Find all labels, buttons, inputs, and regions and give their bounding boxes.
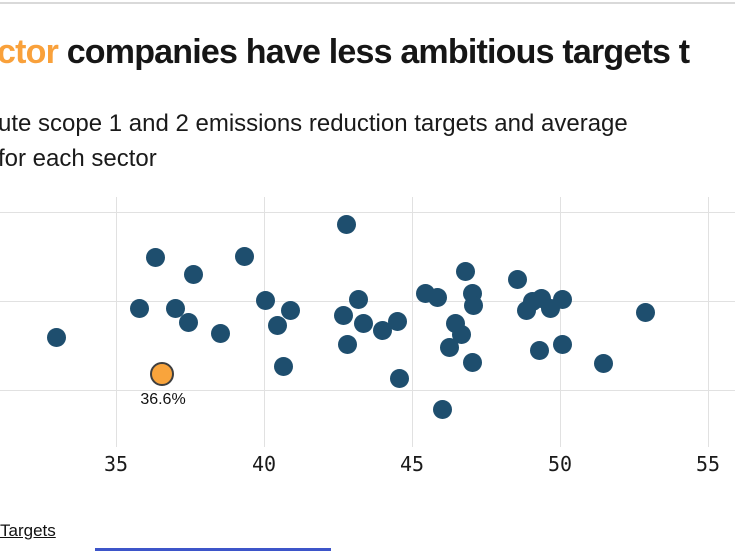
x-tick-label: 55 — [695, 452, 721, 476]
scatter-point — [389, 368, 409, 388]
gridline-vertical — [708, 197, 709, 447]
scatter-point — [280, 300, 300, 320]
gridline-horizontal — [0, 390, 735, 391]
scatter-point — [463, 295, 483, 315]
scatter-point — [387, 311, 407, 331]
scatter-point — [439, 337, 459, 357]
bottom-bar — [95, 548, 331, 551]
scatter-point — [165, 298, 185, 318]
scatter-point — [552, 334, 572, 354]
x-tick-label: 35 — [103, 452, 129, 476]
chart-title-rest: companies have less ambitious targets t — [58, 32, 690, 71]
scatter-point — [255, 290, 275, 310]
scatter-point — [552, 289, 572, 309]
scatter-point — [529, 340, 549, 360]
highlight-label: 36.6% — [140, 391, 186, 408]
scatter-point — [333, 305, 353, 325]
scatter-point — [145, 247, 165, 267]
scatter-point — [234, 246, 254, 266]
chart-title-highlight: ctor — [0, 32, 59, 71]
scatter-point — [353, 313, 373, 333]
scatter-point — [129, 298, 149, 318]
gridline-horizontal — [0, 212, 735, 213]
gridline-vertical — [560, 197, 561, 447]
scatter-point — [462, 352, 482, 372]
scatter-point — [337, 334, 357, 354]
scatter-point — [432, 399, 452, 419]
top-border — [0, 2, 735, 4]
chart-subtitle: ute scope 1 and 2 emissions reduction ta… — [0, 106, 628, 176]
scatter-point — [635, 302, 655, 322]
gridline-vertical — [412, 197, 413, 447]
chart-title: ctor companies have less ambitious targe… — [0, 32, 690, 72]
x-tick-label: 45 — [399, 452, 425, 476]
chart-subtitle-line2: for each sector — [0, 145, 157, 172]
scatter-point — [46, 327, 66, 347]
gridline-vertical — [264, 197, 265, 447]
scatter-point — [451, 324, 471, 344]
scatter-point — [336, 214, 356, 234]
scatter-point — [593, 353, 613, 373]
gridline-horizontal — [0, 301, 735, 302]
x-tick-label: 50 — [547, 452, 573, 476]
scatter-point — [507, 269, 527, 289]
scatter-point — [267, 315, 287, 335]
scatter-point — [455, 261, 475, 281]
scatter-point — [178, 312, 198, 332]
scatter-point — [427, 287, 447, 307]
scatter-point — [273, 356, 293, 376]
gridline-vertical — [116, 197, 117, 447]
scatter-point — [183, 264, 203, 284]
source-link-targets[interactable]: Targets — [0, 521, 56, 540]
chart-subtitle-line1: ute scope 1 and 2 emissions reduction ta… — [0, 110, 628, 137]
scatter-point — [348, 289, 368, 309]
scatter-point — [372, 320, 392, 340]
x-tick-label: 40 — [251, 452, 277, 476]
highlighted-point — [150, 362, 174, 386]
scatter-point — [210, 323, 230, 343]
